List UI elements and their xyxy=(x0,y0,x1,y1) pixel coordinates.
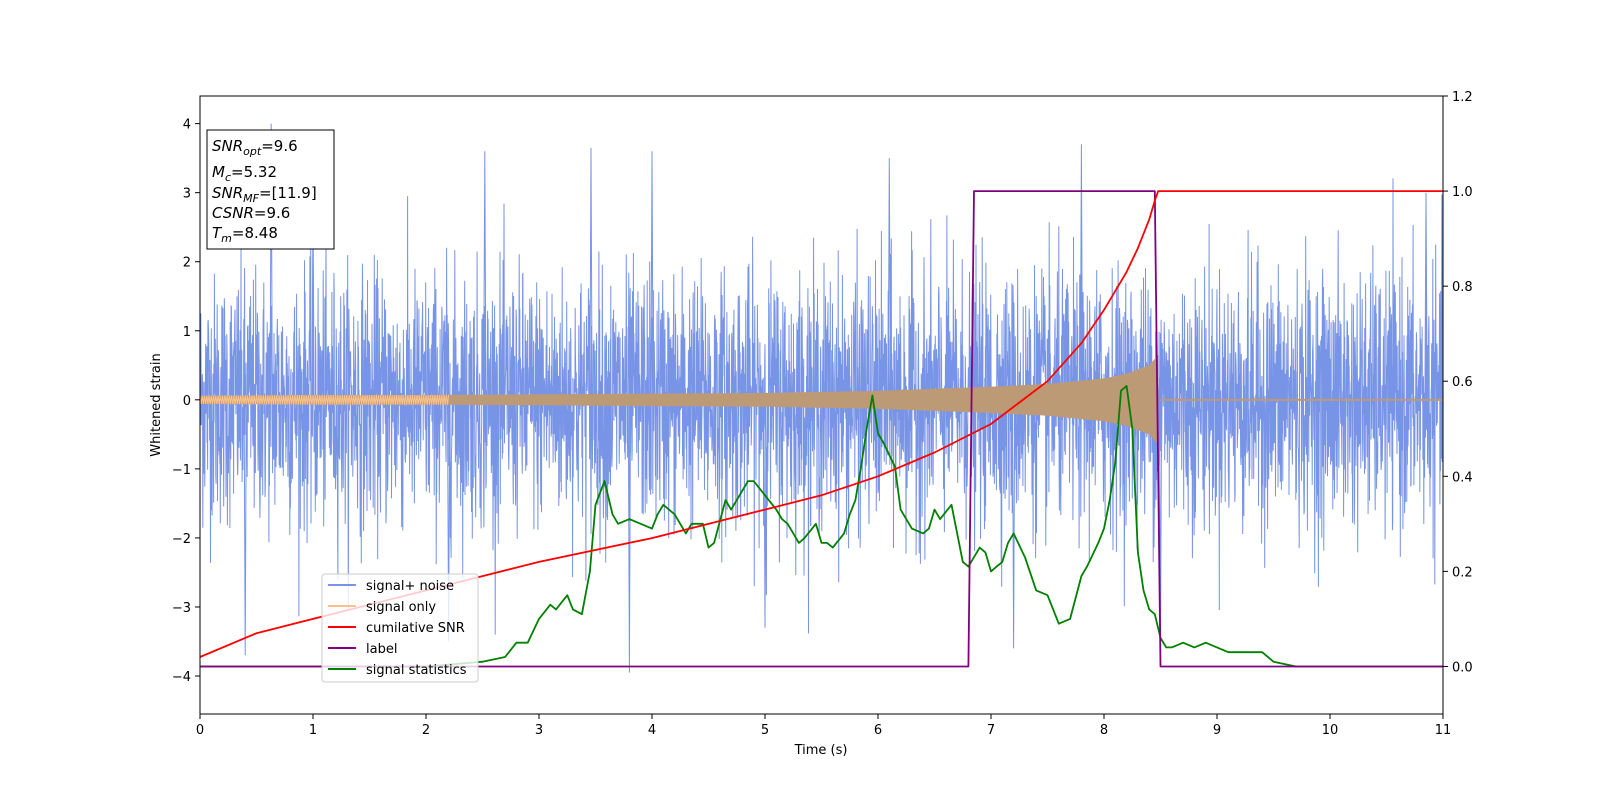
series-signal-only-envelope xyxy=(200,354,1159,445)
x-tick-label: 11 xyxy=(1435,723,1452,738)
legend-label-label: label xyxy=(366,642,397,657)
x-tick-label: 7 xyxy=(987,723,995,738)
x-tick-label: 5 xyxy=(761,723,769,738)
legend-label-signal-noise: signal+ noise xyxy=(366,579,454,594)
y2-tick-label: 1.0 xyxy=(1452,185,1473,200)
y2-tick-label: 0.0 xyxy=(1452,660,1473,675)
y-tick-label: 1 xyxy=(183,325,191,340)
series-signal-statistics xyxy=(200,385,1443,668)
legend-box xyxy=(321,573,479,683)
annotation-line-tm: Tm=8.48 xyxy=(212,224,278,245)
legend-label-signal-only: signal only xyxy=(366,600,436,615)
y-tick-label: −2 xyxy=(172,532,191,547)
axes-layer: 0 1 2 3 4 5 6 7 8 9 10 11 −4 −3 −2 −1 0 1 2 3 4 0.0 0.2 0.4 0.6 0… xyxy=(172,90,1473,738)
x-tick-label: 1 xyxy=(309,723,317,738)
plot-frame xyxy=(199,95,1444,715)
x-tick-label: 10 xyxy=(1322,723,1339,738)
legend-label-signal-statistics: signal statistics xyxy=(366,663,467,678)
y2-tick-label: 0.4 xyxy=(1452,470,1473,485)
legend-label-cumulative-snr: cumilative SNR xyxy=(366,621,465,636)
y-tick-label: 2 xyxy=(183,256,191,271)
y2-tick-label: 0.2 xyxy=(1452,565,1473,580)
annotation-box: SNRopt=9.6 Mc=5.32 SNRMF=[11.9] CSNR=9.6… xyxy=(206,129,335,250)
annotation-line-csnr: CSNR=9.6 xyxy=(212,204,290,222)
y-axis-label: Whitened strain xyxy=(149,353,164,456)
x-axis-label: Time (s) xyxy=(794,743,848,758)
y-tick-label: −3 xyxy=(172,601,191,616)
x-tick-label: 0 xyxy=(196,723,204,738)
legend: signal+ noise signal only cumilative SNR… xyxy=(321,573,479,683)
y-tick-label: −4 xyxy=(172,670,191,685)
annotation-line-snr-mf: SNRMF=[11.9] xyxy=(212,184,317,205)
y-tick-label: 4 xyxy=(183,118,191,133)
series-signal-only-wave xyxy=(200,394,450,405)
y2-tick-label: 1.2 xyxy=(1452,90,1473,105)
annotation-line-snr-opt: SNRopt=9.6 xyxy=(212,137,298,158)
x-tick-label: 4 xyxy=(648,723,656,738)
signal-only-layer xyxy=(200,354,1443,445)
y2-tick-label: 0.8 xyxy=(1452,280,1473,295)
x-tick-label: 9 xyxy=(1213,723,1221,738)
y-tick-label: 3 xyxy=(183,187,191,202)
series-label xyxy=(200,190,1443,668)
x-tick-label: 2 xyxy=(422,723,430,738)
y-tick-label: −1 xyxy=(172,463,191,478)
x-tick-label: 6 xyxy=(874,723,882,738)
x-tick-label: 8 xyxy=(1100,723,1108,738)
y2-tick-label: 0.6 xyxy=(1452,375,1473,390)
x-tick-label: 3 xyxy=(535,723,543,738)
y-tick-label: 0 xyxy=(183,394,191,409)
annotation-line-mc: Mc=5.32 xyxy=(212,163,277,184)
